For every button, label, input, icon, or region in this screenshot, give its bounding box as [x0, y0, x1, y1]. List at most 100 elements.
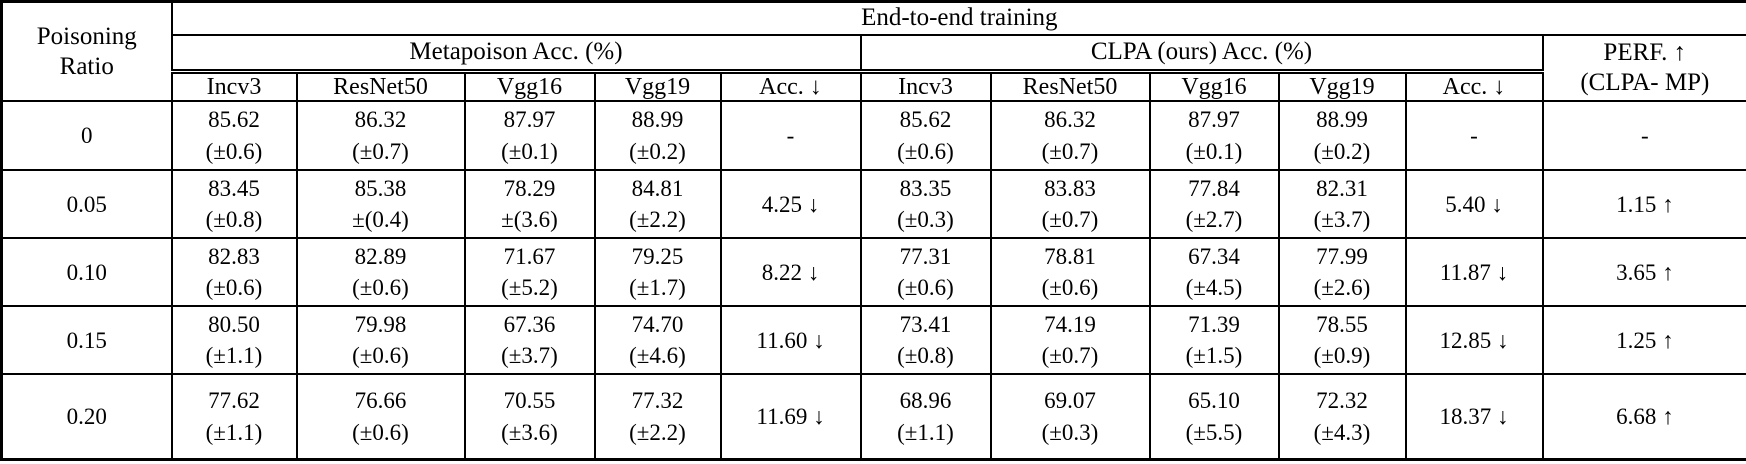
acc-std: (±1.7) — [629, 275, 686, 301]
poisoning-ratio-value: 0.05 — [0, 169, 173, 240]
acc-value: 85.62 — [208, 107, 260, 133]
acc-value: 88.99 — [1316, 107, 1368, 133]
clpa-acc-drop-cell: 12.85 ↓ — [1404, 305, 1544, 376]
clpa-vgg19-cell: 77.99 (±2.6) — [1277, 237, 1407, 308]
perf-header-line2: (CLPA- MP) — [1580, 68, 1710, 96]
mp-incv3-cell: 80.50 (±1.1) — [170, 305, 298, 376]
acc-value: 77.62 — [208, 387, 260, 413]
mp-vgg19-cell: 79.25 (±1.7) — [593, 237, 722, 308]
perf-cell: 3.65 ↑ — [1541, 237, 1746, 308]
acc-std: (±0.1) — [501, 138, 558, 164]
acc-std: (±0.3) — [1041, 419, 1099, 445]
clpa-incv3-cell: 83.35 (±0.3) — [859, 169, 992, 240]
poisoning-ratio-header-line1: Poisoning — [36, 22, 137, 50]
acc-std: (±0.3) — [897, 207, 954, 233]
clpa-incv3-cell: 73.41 (±0.8) — [859, 305, 992, 376]
mp-incv3-cell: 82.83 (±0.6) — [170, 237, 298, 308]
acc-value: 69.07 — [1044, 387, 1096, 413]
acc-value: 72.32 — [1316, 387, 1368, 413]
clpa-vgg16-cell: 77.84 (±2.7) — [1148, 169, 1280, 240]
acc-std: (±1.1) — [205, 343, 263, 369]
acc-value: 78.29 — [503, 175, 556, 201]
acc-std: (±0.1) — [1185, 138, 1243, 164]
acc-std: (±0.9) — [1313, 343, 1371, 369]
perf-header-line1: PERF. ↑ — [1603, 38, 1687, 66]
clpa-incv3-cell: 77.31 (±0.6) — [859, 237, 992, 308]
acc-value: 87.97 — [503, 107, 556, 133]
col-header-mp-resnet50: ResNet50 — [295, 70, 466, 103]
acc-value: 70.55 — [503, 387, 556, 413]
end-to-end-training-header: End-to-end training — [170, 0, 1746, 36]
acc-value: 67.34 — [1188, 243, 1240, 269]
acc-std: (±1.1) — [897, 419, 954, 445]
clpa-vgg19-cell: 72.32 (±4.3) — [1277, 373, 1407, 461]
acc-std: (±0.7) — [1041, 343, 1099, 369]
acc-value: 83.83 — [1044, 175, 1096, 201]
acc-std: (±3.7) — [501, 343, 558, 369]
acc-value: 85.38 — [354, 175, 407, 201]
clpa-resnet50-cell: 78.81 (±0.6) — [989, 237, 1151, 308]
acc-value: 65.10 — [1188, 387, 1240, 413]
mp-vgg16-cell: 78.29 ±(3.6) — [463, 169, 596, 240]
mp-vgg19-cell: 74.70 (±4.6) — [593, 305, 722, 376]
perf-header: PERF. ↑ (CLPA- MP) — [1541, 33, 1746, 103]
acc-value: 78.81 — [1044, 243, 1096, 269]
mp-acc-drop-cell: 11.69 ↓ — [719, 373, 862, 461]
acc-std: (±0.7) — [1041, 138, 1099, 164]
mp-resnet50-cell: 79.98 (±0.6) — [295, 305, 466, 376]
acc-value: 86.32 — [354, 107, 407, 133]
table-row-ratio-0-05: 0.05 83.45 (±0.8) 85.38 ±(0.4) 78.29 ±(3.6)… — [0, 169, 1746, 240]
mp-vgg19-cell: 88.99 (±0.2) — [593, 100, 722, 172]
mp-resnet50-cell: 76.66 (±0.6) — [295, 373, 466, 461]
acc-value: 82.31 — [1316, 175, 1368, 201]
acc-std: (±0.6) — [352, 275, 409, 301]
mp-vgg19-cell: 84.81 (±2.2) — [593, 169, 722, 240]
acc-std: (±0.6) — [897, 138, 954, 164]
acc-value: 78.55 — [1316, 311, 1368, 337]
acc-std: (±1.1) — [205, 419, 263, 445]
acc-std: (±3.7) — [1313, 207, 1371, 233]
acc-value: 79.25 — [631, 243, 684, 269]
acc-std: (±4.5) — [1185, 275, 1243, 301]
acc-std: (±2.2) — [629, 419, 686, 445]
table-row-ratio-0-10: 0.10 82.83 (±0.6) 82.89 (±0.6) 71.67 (±5.2)… — [0, 237, 1746, 308]
acc-value: 67.36 — [503, 311, 556, 337]
mp-incv3-cell: 77.62 (±1.1) — [170, 373, 298, 461]
clpa-resnet50-cell: 86.32 (±0.7) — [989, 100, 1151, 172]
perf-cell: 6.68 ↑ — [1541, 373, 1746, 461]
table-row-ratio-0-20: 0.20 77.62 (±1.1) 76.66 (±0.6) 70.55 (±3.6)… — [0, 373, 1746, 461]
clpa-vgg16-cell: 71.39 (±1.5) — [1148, 305, 1280, 376]
col-header-mp-vgg16: Vgg16 — [463, 70, 596, 103]
acc-std: (±2.2) — [629, 207, 686, 233]
mp-acc-drop-cell: 8.22 ↓ — [719, 237, 862, 308]
acc-std: (±0.6) — [205, 275, 263, 301]
mp-vgg16-cell: 87.97 (±0.1) — [463, 100, 596, 172]
mp-resnet50-cell: 82.89 (±0.6) — [295, 237, 466, 308]
acc-value: 82.89 — [354, 243, 407, 269]
col-header-clpa-incv3: Incv3 — [859, 70, 992, 103]
clpa-acc-drop-cell: - — [1404, 100, 1544, 172]
mp-incv3-cell: 83.45 (±0.8) — [170, 169, 298, 240]
acc-std: (±0.8) — [897, 343, 954, 369]
mp-vgg16-cell: 71.67 (±5.2) — [463, 237, 596, 308]
acc-std: (±1.5) — [1185, 343, 1243, 369]
acc-value: 74.70 — [631, 311, 684, 337]
clpa-acc-drop-cell: 5.40 ↓ — [1404, 169, 1544, 240]
poisoning-ratio-value: 0 — [0, 100, 173, 172]
table-row-ratio-0: 0 85.62 (±0.6) 86.32 (±0.7) 87.97 (±0.1) 88… — [0, 100, 1746, 172]
clpa-vgg19-cell: 82.31 (±3.7) — [1277, 169, 1407, 240]
metapoison-group-header: Metapoison Acc. (%) — [170, 33, 862, 74]
acc-std: (±4.6) — [629, 343, 686, 369]
clpa-resnet50-cell: 69.07 (±0.3) — [989, 373, 1151, 461]
acc-value: 83.45 — [208, 175, 260, 201]
acc-value: 68.96 — [899, 387, 952, 413]
col-header-clpa-vgg19: Vgg19 — [1277, 70, 1407, 103]
acc-std: ±(0.4) — [352, 207, 409, 233]
acc-value: 77.84 — [1188, 175, 1240, 201]
acc-value: 71.67 — [503, 243, 556, 269]
acc-value: 74.19 — [1044, 311, 1096, 337]
clpa-resnet50-cell: 83.83 (±0.7) — [989, 169, 1151, 240]
clpa-vgg19-cell: 78.55 (±0.9) — [1277, 305, 1407, 376]
acc-std: ±(3.6) — [501, 207, 558, 233]
